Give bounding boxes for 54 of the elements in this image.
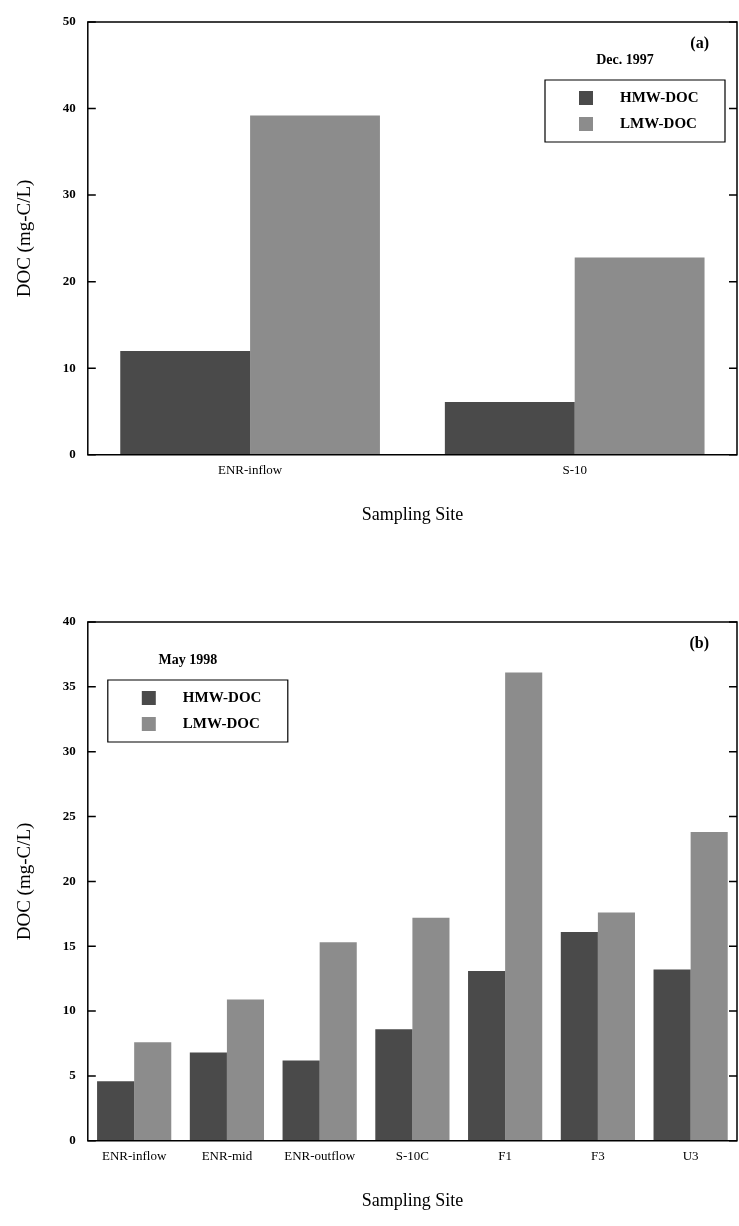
y-tick-label: 0 bbox=[69, 1132, 76, 1148]
y-tick-label: 25 bbox=[62, 807, 77, 823]
bar bbox=[282, 1060, 320, 1141]
y-tick-label: 30 bbox=[62, 186, 76, 202]
x-tick-label: F3 bbox=[591, 1148, 605, 1164]
legend-label: HMW-DOC bbox=[182, 688, 262, 705]
x-axis-title: Sampling Site bbox=[361, 503, 464, 524]
bar bbox=[444, 402, 575, 455]
x-tick-label: S-10C bbox=[395, 1148, 430, 1164]
y-tick-label: 20 bbox=[62, 872, 76, 888]
bar bbox=[597, 912, 635, 1141]
y-tick-label: 20 bbox=[62, 273, 76, 289]
x-tick-label: ENR-inflow bbox=[217, 462, 283, 478]
y-tick-label: 30 bbox=[62, 743, 76, 759]
legend-label: LMW-DOC bbox=[620, 114, 697, 131]
bar bbox=[97, 1081, 135, 1141]
y-axis-title: DOC (mg-C/L) bbox=[13, 822, 36, 941]
bar bbox=[653, 969, 691, 1141]
annotation: (a) bbox=[690, 34, 709, 53]
bar bbox=[560, 931, 598, 1141]
y-tick-label: 35 bbox=[62, 678, 77, 694]
bar bbox=[375, 1029, 413, 1141]
bar bbox=[468, 970, 506, 1141]
bar bbox=[412, 917, 450, 1141]
bar bbox=[319, 942, 357, 1141]
legend-label: HMW-DOC bbox=[620, 88, 699, 105]
y-axis-title: DOC (mg-C/L) bbox=[13, 179, 36, 298]
bar bbox=[690, 832, 728, 1141]
x-tick-label: ENR-mid bbox=[201, 1148, 253, 1164]
bar bbox=[226, 999, 265, 1141]
y-tick-label: 10 bbox=[62, 1002, 76, 1018]
y-tick-label: 40 bbox=[62, 613, 76, 629]
bar bbox=[574, 257, 705, 455]
y-tick-label: 40 bbox=[62, 99, 76, 115]
y-tick-label: 10 bbox=[62, 359, 76, 375]
bar bbox=[134, 1042, 172, 1141]
bar bbox=[250, 115, 380, 455]
x-tick-label: U3 bbox=[682, 1148, 699, 1164]
legend-title: May 1998 bbox=[158, 651, 218, 667]
x-tick-label: F1 bbox=[498, 1148, 513, 1164]
y-tick-label: 50 bbox=[62, 13, 76, 29]
bar bbox=[189, 1052, 227, 1141]
x-axis-title: Sampling Site bbox=[361, 1189, 464, 1210]
legend-label: LMW-DOC bbox=[182, 714, 260, 731]
y-tick-label: 15 bbox=[62, 937, 77, 953]
bar bbox=[120, 350, 251, 455]
annotation: (b) bbox=[689, 634, 709, 653]
legend-title: Dec. 1997 bbox=[596, 51, 654, 67]
x-tick-label: ENR-inflow bbox=[102, 1148, 167, 1164]
y-tick-label: 0 bbox=[69, 446, 76, 462]
x-tick-label: S-10 bbox=[562, 462, 587, 478]
x-tick-label: ENR-outflow bbox=[284, 1148, 356, 1164]
y-tick-label: 5 bbox=[69, 1067, 77, 1083]
bar bbox=[505, 672, 543, 1141]
